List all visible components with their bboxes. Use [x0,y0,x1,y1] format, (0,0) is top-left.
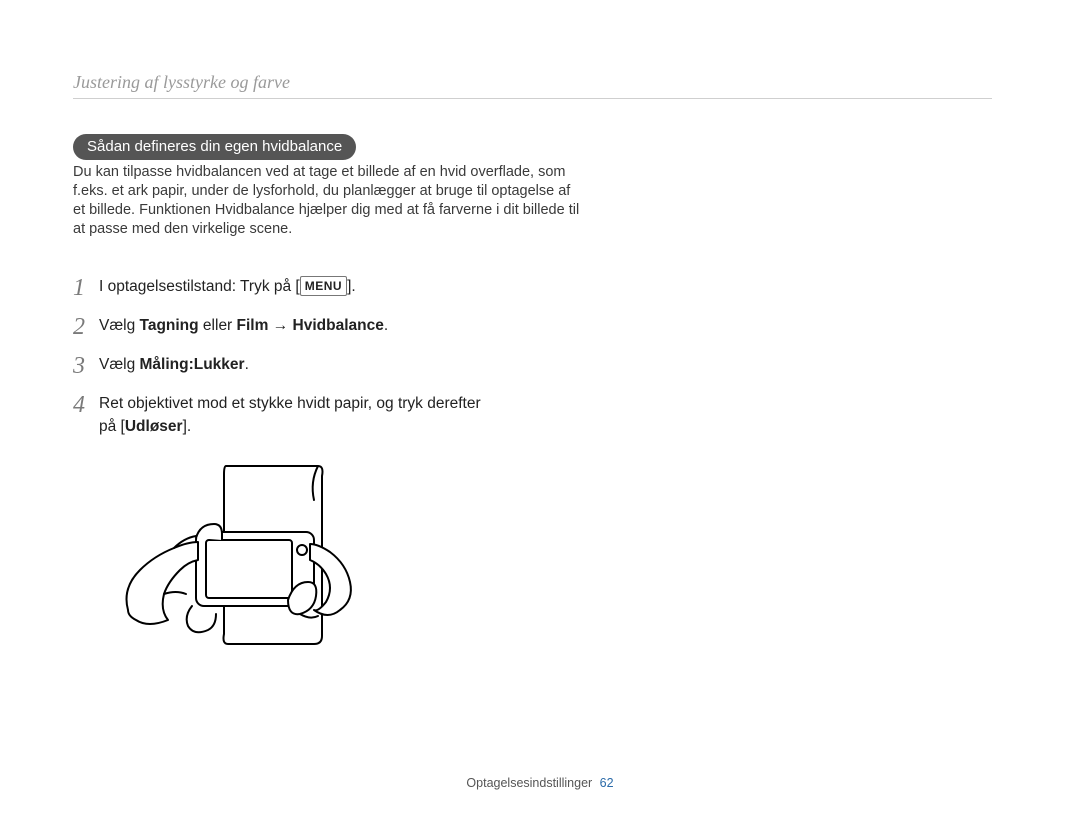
step-body: Ret objektivet mod et stykke hvidt papir… [99,392,481,439]
step-body: I optagelsestilstand: Tryk på [MENU]. [99,275,356,298]
section-heading-pill: Sådan defineres din egen hvidbalance [73,134,356,160]
step-number: 4 [73,393,99,417]
breadcrumb: Justering af lysstyrke og farve [73,72,290,93]
step-body: Vælg Tagning eller Film → Hvidbalance. [99,314,388,337]
bold-term: Måling:Lukker [140,356,245,373]
steps-list: 1 I optagelsestilstand: Tryk på [MENU]. … [73,275,593,453]
bold-term: Udløser [125,418,183,435]
step-body: Vælg Måling:Lukker. [99,353,249,376]
footer-page-number: 62 [600,776,614,790]
step-text: Vælg [99,317,140,334]
step-text: eller [199,317,237,334]
step-number: 3 [73,354,99,378]
bold-term: Tagning [140,317,199,334]
footer-section-label: Optagelsesindstillinger [466,776,592,790]
horizontal-rule [73,98,992,99]
illustration-svg [118,460,368,670]
step-text: . [245,356,249,373]
step-text: ]. [183,418,192,435]
step-text: I optagelsestilstand: Tryk på [ [99,278,300,295]
step-text: Ret objektivet mod et stykke hvidt papir… [99,395,481,412]
step-text: på [ [99,418,125,435]
section-intro-paragraph: Du kan tilpasse hvidbalancen ved at tage… [73,163,585,238]
step-2: 2 Vælg Tagning eller Film → Hvidbalance. [73,314,593,339]
bold-term: Hvidbalance [293,317,384,334]
step-number: 1 [73,276,99,300]
step-4: 4 Ret objektivet mod et stykke hvidt pap… [73,392,593,439]
arrow-glyph: → [268,317,292,334]
illustration-hands-camera-paper [118,460,368,670]
bold-term: Film [237,317,269,334]
step-text: Vælg [99,356,140,373]
page-footer: Optagelsesindstillinger 62 [0,776,1080,790]
step-1: 1 I optagelsestilstand: Tryk på [MENU]. [73,275,593,300]
step-text: . [384,317,388,334]
menu-button-label: MENU [300,276,347,296]
step-text: ]. [347,278,356,295]
manual-page: Justering af lysstyrke og farve Sådan de… [0,0,1080,815]
step-number: 2 [73,315,99,339]
step-3: 3 Vælg Måling:Lukker. [73,353,593,378]
